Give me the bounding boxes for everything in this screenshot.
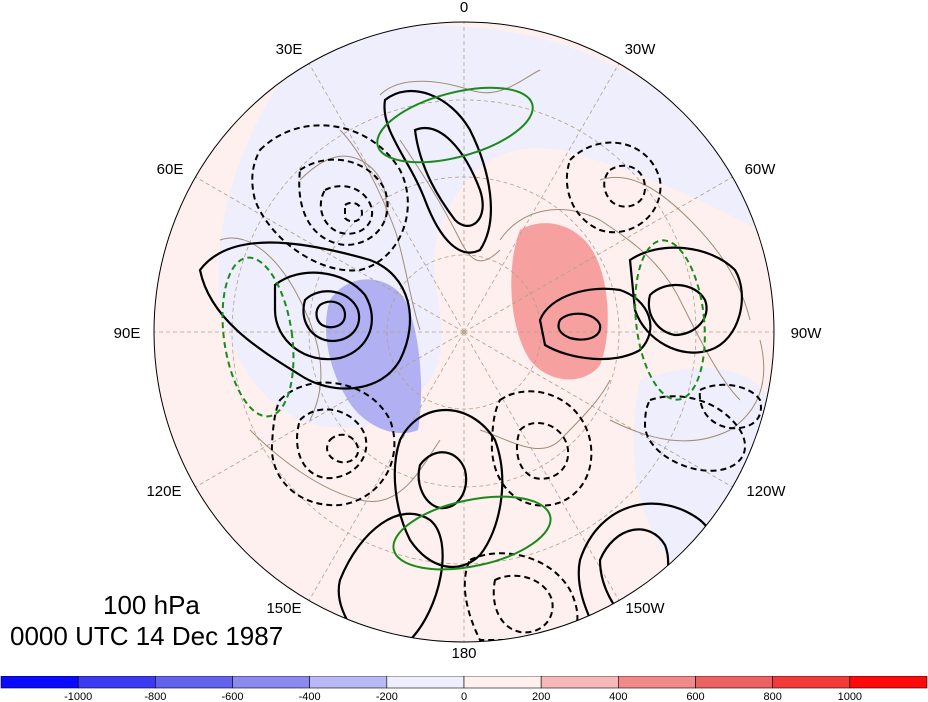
colorbar-tick-label: -1000 [64, 691, 92, 702]
colorbar-bin [772, 676, 851, 689]
pressure-level-label: 100 hPa [103, 590, 200, 620]
lon-label-90w: 90W [791, 325, 823, 342]
negative-shade-strong [325, 279, 422, 434]
colorbar-bin [77, 676, 156, 689]
colorbar-bin [540, 676, 619, 689]
colorbar-bin [463, 676, 542, 689]
colorbar-tick-label: 1000 [838, 691, 862, 702]
colorbar-tick-label: 0 [461, 691, 467, 702]
contours-solid [198, 90, 743, 642]
colorbar-bin [0, 676, 79, 689]
lon-label-150e: 150E [266, 600, 301, 617]
lon-label-60w: 60W [745, 161, 777, 178]
colorbar-labels: -1000 -800 -600 -400 -200 0 200 400 600 800 1000 [64, 691, 862, 702]
colorbar-tick-label: 400 [609, 691, 627, 702]
lon-label-90e: 90E [114, 325, 141, 342]
lon-label-180: 180 [451, 645, 476, 662]
lon-label-120e: 120E [146, 483, 181, 500]
datetime-label: 0000 UTC 14 Dec 1987 [10, 621, 284, 651]
colorbar-tick-label: -200 [376, 691, 398, 702]
lon-label-0: 0 [460, 0, 468, 16]
lon-label-30w: 30W [625, 41, 657, 58]
colorbar-bin [695, 676, 773, 689]
contours-green [221, 86, 706, 571]
lon-label-30e: 30E [276, 41, 303, 58]
colorbar-tick-label: -800 [144, 691, 166, 702]
colorbar-tick-label: -600 [221, 691, 243, 702]
colorbar-tick-label: 200 [532, 691, 550, 702]
lon-label-60e: 60E [157, 161, 184, 178]
colorbar: -1000 -800 -600 -400 -200 0 200 400 600 800 1000 [0, 676, 928, 702]
colorbar-bin [309, 676, 388, 689]
lon-label-120w: 120W [746, 483, 786, 500]
polar-map: 0 30W 60W 90W 120W 150W 180 150E 120E 90… [114, 0, 823, 662]
colorbar-tick-label: 800 [763, 691, 781, 702]
colorbar-bin [155, 676, 233, 689]
colorbar-bin [849, 676, 928, 689]
lon-label-150w: 150W [625, 600, 665, 617]
colorbar-tick-label: 600 [686, 691, 704, 702]
longitude-labels: 0 30W 60W 90W 120W 150W 180 150E 120E 90… [114, 0, 823, 662]
colorbar-bin [232, 676, 310, 689]
colorbar-bin [386, 676, 465, 689]
colorbar-tick-label: -400 [299, 691, 321, 702]
colorbar-bins [0, 676, 928, 689]
contours-dashed [251, 124, 762, 641]
colorbar-bin [618, 676, 696, 689]
map-border [153, 21, 775, 643]
